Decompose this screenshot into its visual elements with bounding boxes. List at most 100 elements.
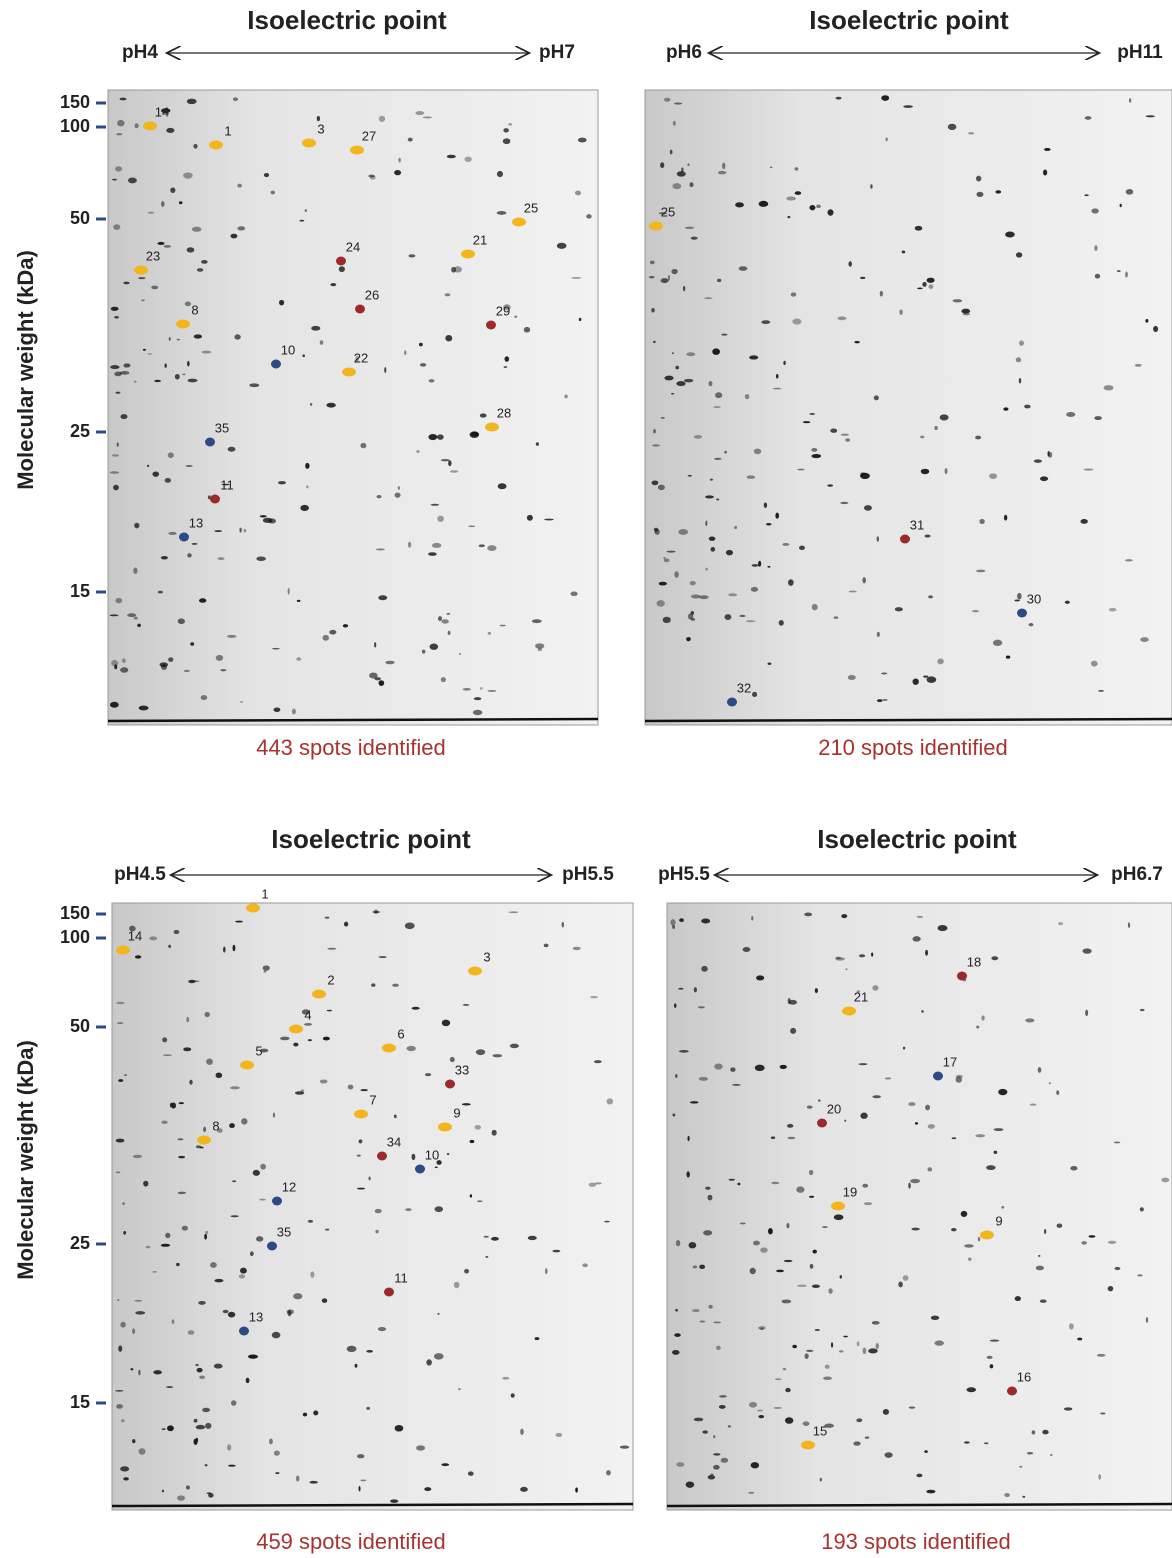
- gel-protein: [1068, 1323, 1074, 1330]
- gel-protein: [198, 1300, 206, 1305]
- protein-spot: [957, 971, 967, 981]
- spot-label: 24: [346, 239, 360, 254]
- gel-protein: [1098, 690, 1104, 692]
- spot-label: 35: [277, 1224, 291, 1239]
- gel-protein: [986, 1355, 993, 1359]
- gel-protein: [183, 1047, 192, 1052]
- gel-protein: [656, 600, 665, 607]
- gel-protein: [693, 987, 697, 993]
- gel-protein: [714, 457, 722, 460]
- gel-protein: [163, 245, 172, 248]
- gel-protein: [811, 448, 818, 452]
- gel-protein: [1066, 411, 1076, 417]
- gel-protein: [649, 260, 655, 265]
- gel-protein: [205, 1230, 209, 1235]
- gel-protein: [683, 378, 694, 383]
- gel-protein: [479, 687, 483, 690]
- protein-spot: [1017, 608, 1027, 618]
- mw-tick-label: 100: [60, 927, 90, 947]
- gel-protein: [347, 1084, 354, 1090]
- spot-label: 10: [281, 342, 295, 357]
- gel-protein: [862, 1183, 869, 1188]
- gel-protein: [434, 1166, 438, 1169]
- gel-protein: [1064, 1407, 1073, 1411]
- gel-protein: [177, 618, 185, 625]
- protein-spot: [116, 945, 130, 955]
- gel-protein: [586, 214, 592, 219]
- gel-protein: [995, 190, 1002, 194]
- ph-left: pH5.5: [658, 864, 710, 885]
- gel-protein: [133, 616, 138, 620]
- gel-front: [111, 1502, 634, 1508]
- axis-title: Isoelectric point: [817, 824, 1017, 854]
- gel-protein: [689, 1101, 699, 1104]
- gel-protein: [782, 1367, 787, 1371]
- gel-protein: [837, 316, 847, 321]
- gel-protein: [444, 293, 451, 297]
- gel-protein: [408, 254, 416, 258]
- gel-protein: [502, 138, 511, 145]
- gel-protein: [675, 1308, 678, 1312]
- gel-protein: [714, 1063, 723, 1070]
- gel-protein: [171, 1102, 176, 1109]
- gel-protein: [687, 163, 690, 166]
- gel-protein: [1049, 1454, 1053, 1456]
- gel-protein: [457, 1388, 461, 1391]
- gel-protein: [688, 1242, 697, 1249]
- gel-protein: [860, 472, 866, 476]
- gel-protein: [898, 1281, 903, 1288]
- gel-protein: [707, 1474, 716, 1480]
- gel-protein: [686, 1171, 690, 1178]
- gel-protein: [134, 1299, 143, 1302]
- gel-protein: [138, 1369, 141, 1376]
- gel-protein: [840, 433, 849, 436]
- gel-protein: [204, 1011, 210, 1018]
- gel-protein: [862, 577, 867, 584]
- gel-protein: [147, 464, 150, 468]
- gel-protein: [127, 177, 137, 184]
- gel-protein: [856, 1341, 860, 1347]
- gel-protein: [1070, 1166, 1078, 1171]
- gel-protein: [440, 677, 446, 683]
- gel-protein: [767, 565, 771, 568]
- gel-protein: [133, 380, 137, 383]
- protein-spot: [289, 1024, 303, 1034]
- gel-protein: [1114, 1266, 1121, 1271]
- gel-protein: [431, 542, 442, 548]
- gel-protein: [231, 1400, 237, 1406]
- gel-protein: [369, 672, 378, 679]
- gel-protein: [220, 668, 227, 672]
- spot-label: 22: [354, 350, 368, 365]
- gel-protein: [419, 363, 427, 367]
- gel-protein: [760, 1247, 768, 1253]
- spot-label: 21: [854, 989, 868, 1004]
- gel-protein: [1125, 559, 1133, 562]
- gel-protein: [1145, 318, 1149, 323]
- gel-protein: [830, 428, 838, 433]
- gel-protein: [214, 1278, 224, 1283]
- gel-protein: [123, 1230, 127, 1235]
- gel-protein: [440, 459, 450, 462]
- gel-protein: [113, 484, 119, 491]
- gel-protein: [147, 353, 152, 355]
- gel-protein: [375, 1229, 379, 1234]
- gel-protein: [679, 918, 684, 923]
- gel-protein: [186, 98, 197, 105]
- gel-protein: [713, 1464, 720, 1470]
- gel-protein: [1145, 115, 1155, 118]
- gel-protein: [1125, 271, 1128, 278]
- gel-protein: [499, 624, 506, 627]
- gel-protein: [176, 338, 181, 341]
- gel-protein: [725, 549, 734, 556]
- gel-protein: [1085, 1009, 1089, 1017]
- mw-tick-label: 50: [70, 208, 90, 228]
- gel-protein: [508, 911, 519, 914]
- gel-protein: [447, 630, 451, 636]
- protein-spot: [312, 989, 326, 999]
- gel-protein: [835, 956, 841, 960]
- gel-protein: [1084, 116, 1092, 120]
- gel-protein: [884, 1077, 892, 1080]
- protein-spot: [209, 140, 223, 150]
- gel-protein: [462, 687, 471, 691]
- gel-front: [644, 717, 1172, 723]
